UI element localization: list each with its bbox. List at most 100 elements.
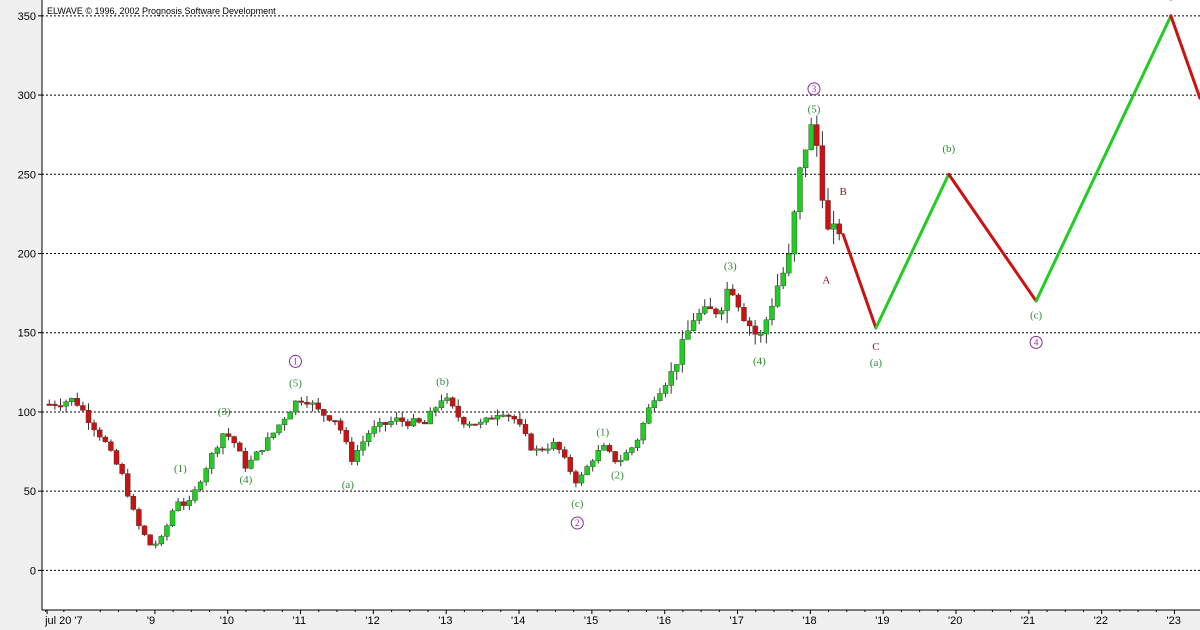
projection-segment: [1169, 14, 1200, 100]
wave-label-circle: [1029, 335, 1043, 349]
candle-body: [433, 407, 439, 412]
wave-label-text: 4: [1034, 337, 1039, 347]
wave-label: A: [822, 275, 830, 287]
y-tick-label: 200: [18, 249, 36, 261]
projection-segment: [874, 172, 951, 330]
candle-body: [505, 414, 512, 417]
candle-body: [293, 400, 299, 413]
candle-body: [225, 433, 232, 437]
wave-label: (3): [218, 406, 231, 418]
candle-body: [561, 449, 568, 458]
candle-body: [802, 149, 809, 169]
candle-body: [136, 509, 142, 527]
candle-body: [365, 433, 372, 443]
candle-body: [186, 500, 193, 506]
candle-body: [830, 223, 837, 230]
candle-body: [640, 423, 646, 441]
x-tick-label: '13: [438, 615, 452, 627]
candle-body: [343, 430, 349, 443]
wave-label-circled: 4: [1029, 335, 1043, 349]
candle-body: [108, 441, 114, 451]
candle-body: [612, 451, 618, 463]
candle-body: [125, 473, 131, 497]
candle-body: [102, 436, 109, 443]
candle-body: [287, 411, 293, 420]
candle-body: [545, 448, 551, 451]
candle-body: [595, 450, 602, 462]
candle-body: [601, 445, 607, 451]
wave-label: (3): [724, 260, 737, 272]
candle-body: [119, 464, 125, 474]
candle-body: [724, 288, 730, 311]
candle-body: [573, 471, 579, 484]
candle-body: [477, 421, 484, 425]
x-tick-label: '9: [147, 615, 155, 627]
candle-body: [444, 397, 450, 401]
candle-body: [393, 417, 400, 422]
candle-body: [752, 325, 758, 335]
candle-body: [741, 307, 747, 322]
candle-body: [259, 450, 265, 453]
wave-label-text: 3: [812, 84, 817, 94]
wave-label-text: 1: [293, 356, 298, 366]
x-tick-label: '17: [730, 615, 744, 627]
candle-body: [85, 409, 92, 423]
candle-body: [231, 436, 237, 444]
wave-label: (5): [808, 103, 821, 115]
grid-lines: [42, 15, 1200, 571]
candle-body: [629, 447, 635, 453]
wave-label: B: [839, 186, 846, 198]
candle-body: [421, 421, 428, 425]
candle-body: [674, 364, 680, 372]
candle-body: [382, 422, 389, 425]
candle-body: [466, 423, 473, 426]
candle-body: [248, 459, 254, 469]
candle-body: [197, 481, 204, 490]
candle-body: [657, 393, 663, 401]
candle-body: [181, 501, 187, 506]
candle-body: [836, 223, 842, 235]
wave-label: (2): [611, 469, 624, 481]
x-tick-label: '22: [1094, 615, 1108, 627]
candle-body: [550, 441, 557, 450]
candle-body: [774, 285, 781, 307]
candle-body: [651, 400, 658, 408]
x-tick-label: '16: [657, 615, 671, 627]
candle-body: [634, 439, 641, 448]
candle-body: [517, 418, 523, 425]
candle-body: [153, 543, 159, 546]
wave-label: (4): [240, 474, 253, 486]
candle-body: [304, 401, 310, 405]
candle-body: [68, 398, 75, 402]
x-tick-labels: jul 20 '7 '9 '10 '11 '12 '13 '14 '15 '16 '17 '18 '1…: [44, 610, 1181, 627]
x-tick-label: '23: [1167, 615, 1181, 627]
candle-body: [265, 437, 271, 451]
candle-body: [646, 407, 652, 424]
candle-body: [819, 145, 826, 201]
wave-label-circled: 3: [807, 82, 821, 96]
x-tick-label: jul 20 '7: [44, 615, 83, 627]
candle-body: [410, 418, 417, 427]
candle-body: [242, 451, 249, 469]
wave-projection: [841, 14, 1200, 330]
candle-body: [388, 421, 394, 425]
candle-body: [130, 496, 137, 510]
candle-body: [606, 445, 613, 452]
x-axis-panel: [0, 610, 1200, 630]
y-tick-label: 150: [18, 328, 36, 340]
x-tick-label: '19: [875, 615, 889, 627]
candle-body: [281, 418, 288, 426]
candle-body: [494, 415, 501, 420]
wave-label-circled: 2: [570, 516, 584, 530]
candle-body: [74, 398, 80, 406]
wave-label: (5): [289, 378, 302, 390]
wave-label-circle: [807, 82, 821, 96]
candle-body: [797, 167, 803, 212]
candle-body: [556, 441, 562, 450]
candle-body: [702, 306, 708, 314]
x-tick-label: '10: [220, 615, 234, 627]
wave-label: (a): [342, 479, 355, 491]
candle-body: [80, 405, 86, 411]
